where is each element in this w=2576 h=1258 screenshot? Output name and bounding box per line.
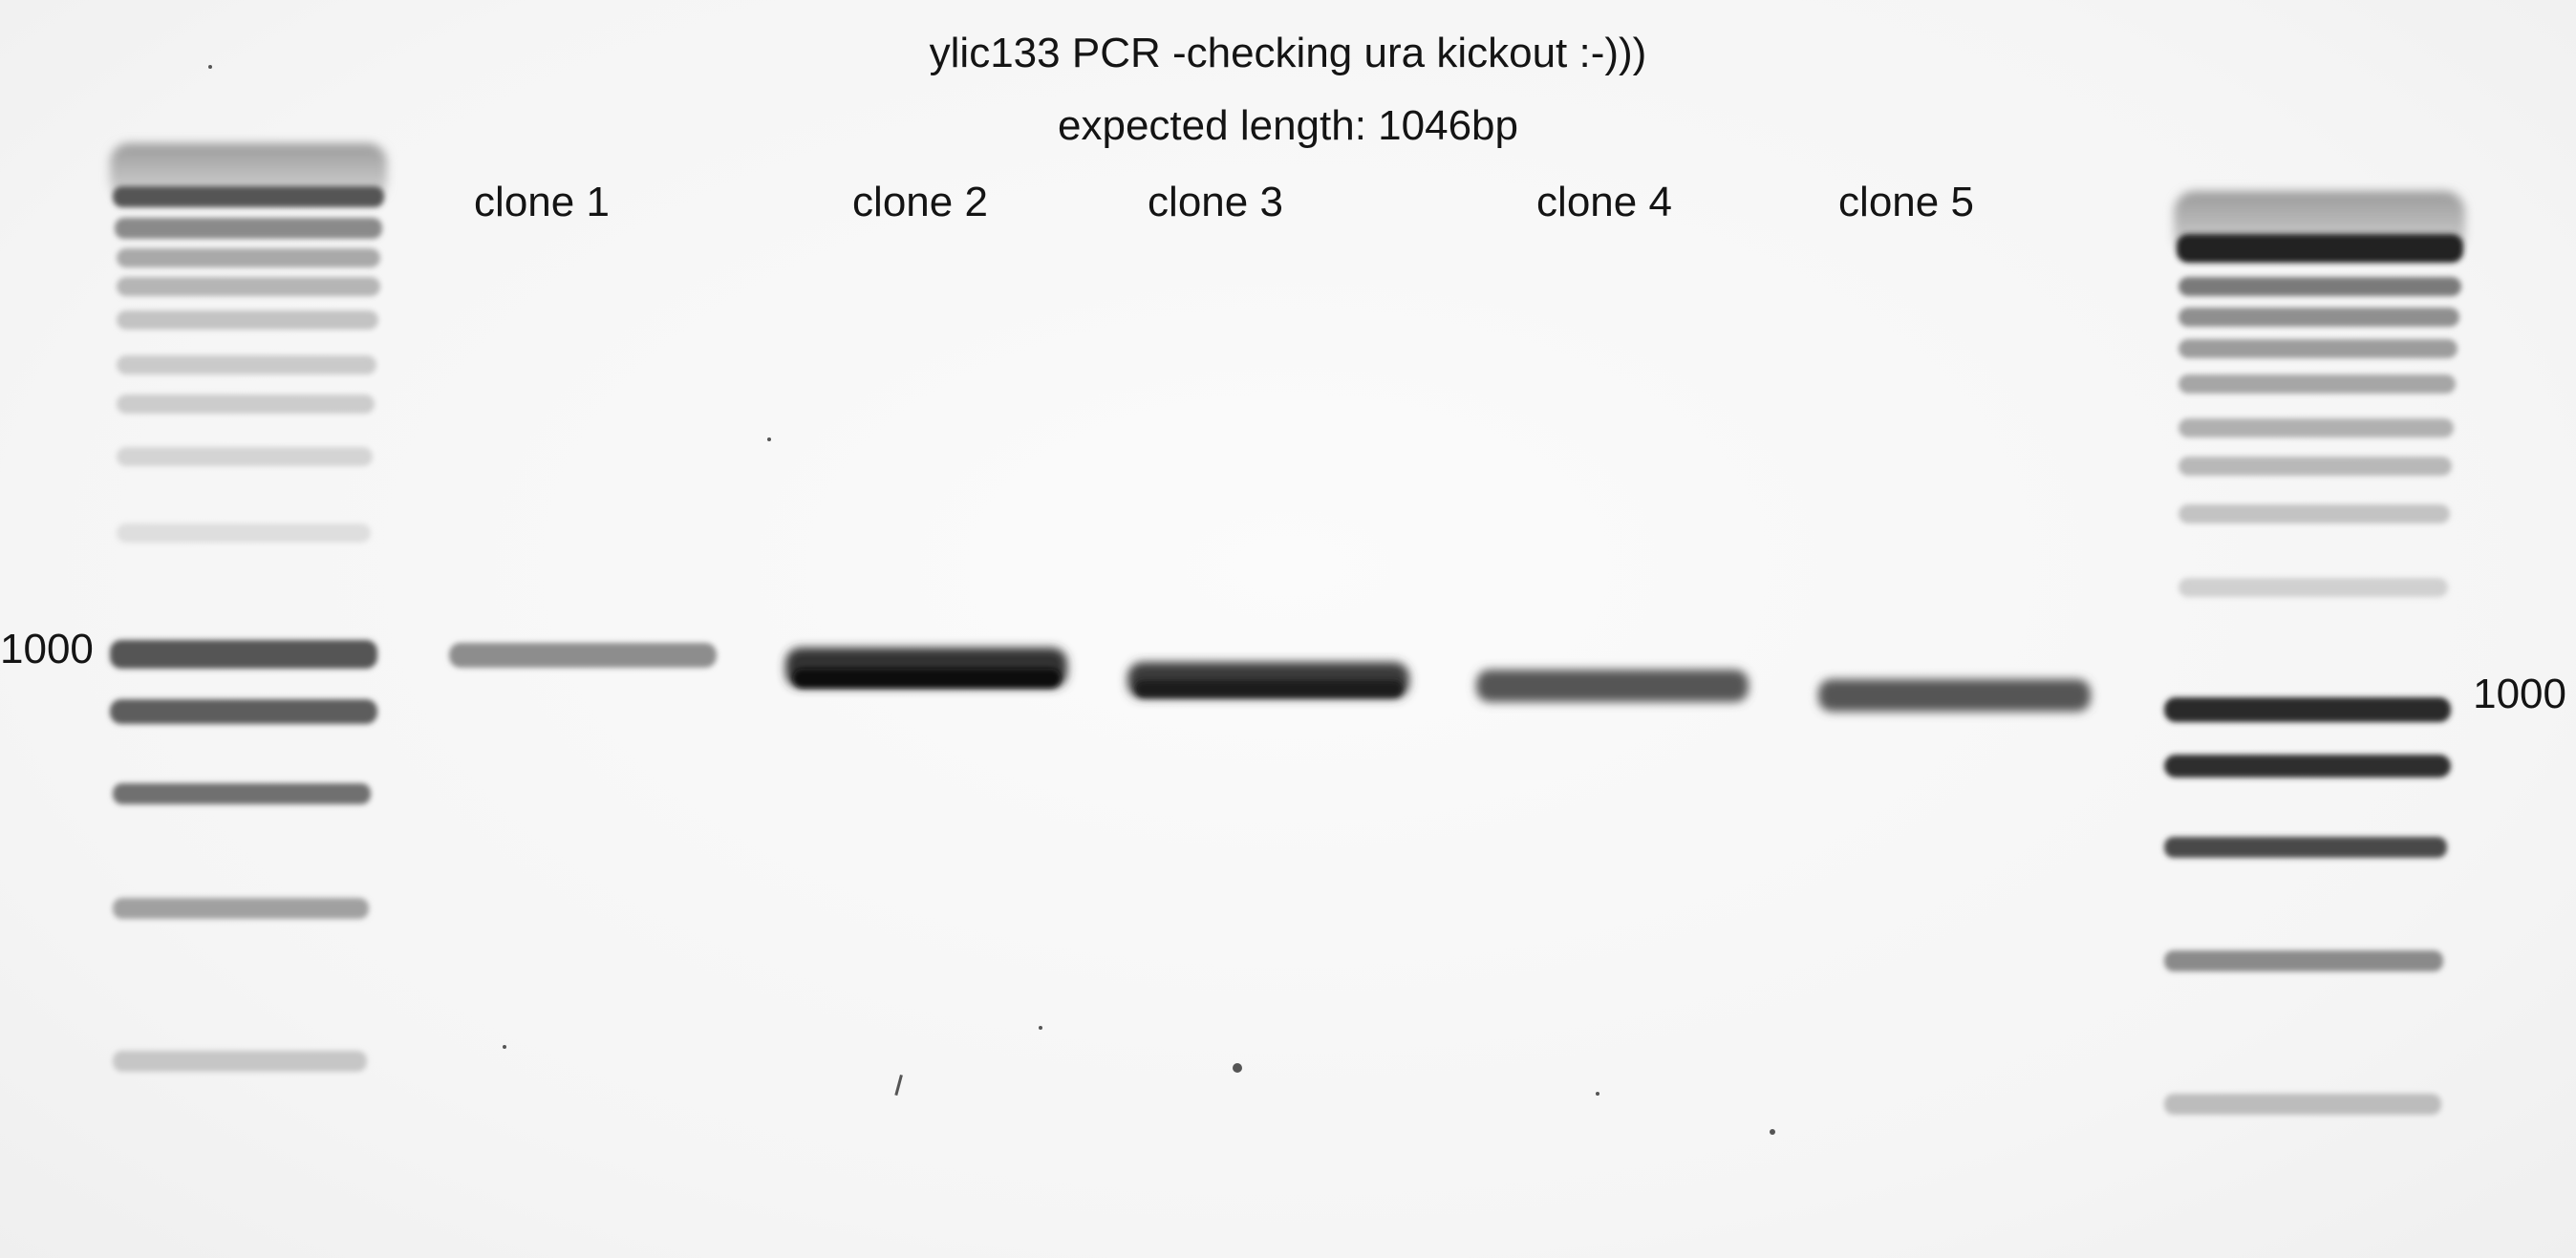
band-clone-2 (785, 648, 1067, 688)
band-clone-4 (1476, 670, 1749, 702)
ladder-mark-left: 1000 (0, 626, 94, 672)
lane-label-clone-5: clone 5 (1838, 179, 1974, 225)
gel-title: ylic133 PCR -checking ura kickout :-))) (929, 30, 1647, 76)
gel-subtitle: expected length: 1046bp (1058, 102, 1518, 149)
lane-label-clone-4: clone 4 (1536, 179, 1672, 225)
band-clone-1 (449, 643, 717, 668)
band-clone-3 (1127, 662, 1409, 698)
lane-label-clone-1: clone 1 (474, 179, 610, 225)
ladder-left (110, 143, 387, 1072)
band-clone-5 (1818, 679, 2091, 712)
lane-label-clone-3: clone 3 (1148, 179, 1283, 225)
lane-label-clone-2: clone 2 (852, 179, 988, 225)
dust-specks (208, 65, 1775, 1135)
ladder-right (2164, 191, 2465, 1115)
ladder-mark-right: 1000 (2473, 671, 2566, 717)
